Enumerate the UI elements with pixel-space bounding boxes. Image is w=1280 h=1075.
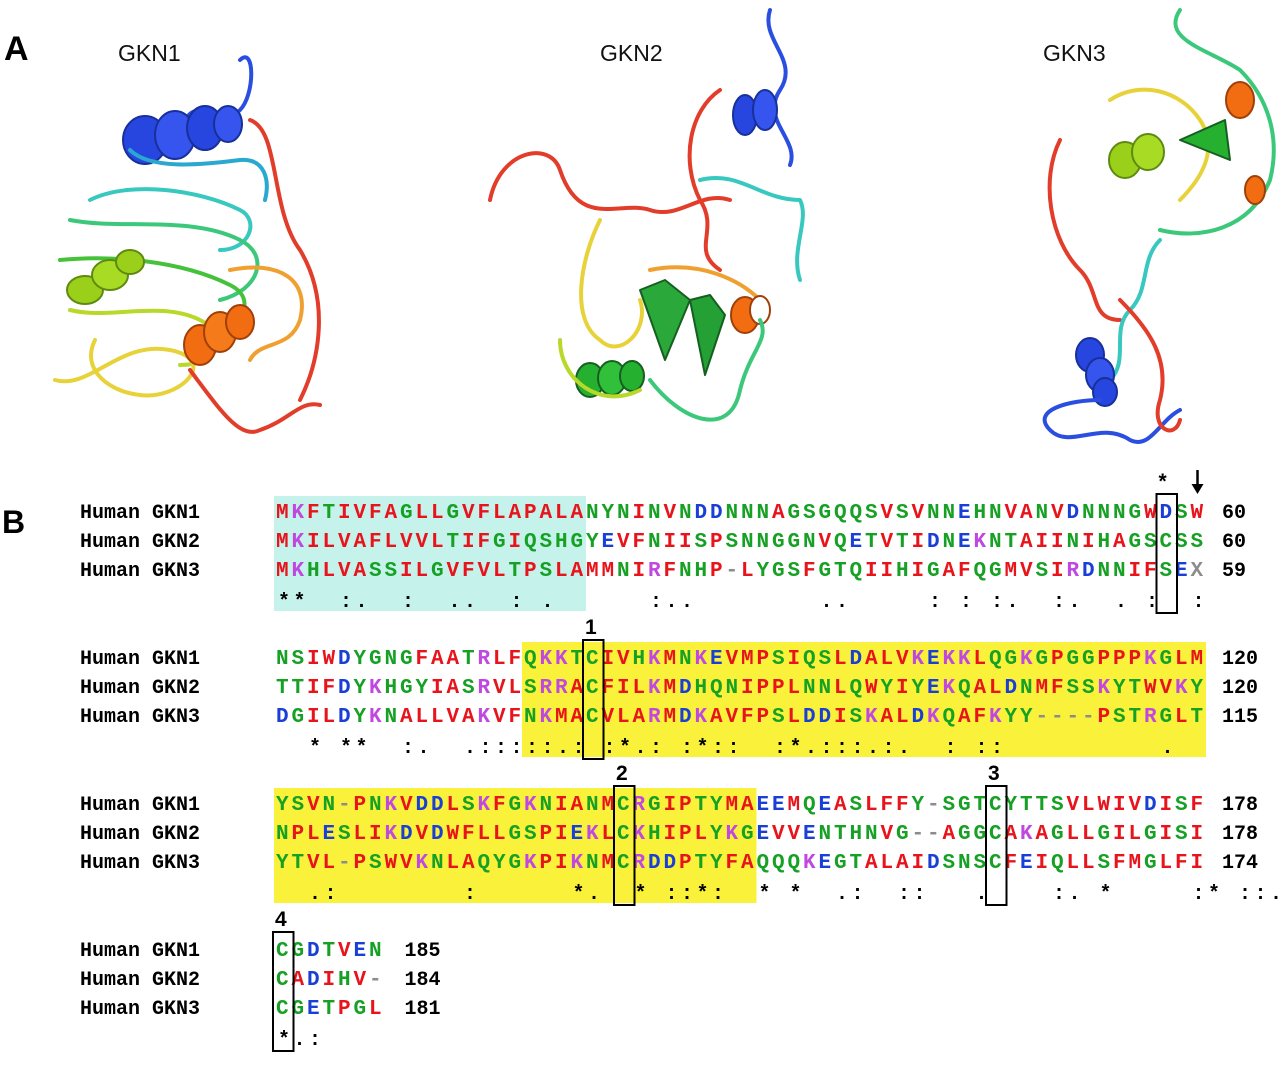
sequence-end-position: 184 [405, 969, 441, 992]
panel-b-alignment: B Human GKN1 M K F T I V F A G L L G V F L A P A L A N Y N I N V N D… [2, 470, 1280, 1052]
sequence-end-position: 115 [1222, 706, 1258, 729]
box-marker-label: * [1159, 470, 1168, 493]
conserved-cysteine-box [582, 639, 605, 760]
gkn2-ribbon-structure [488, 8, 805, 422]
sequence-end-position: 59 [1222, 560, 1246, 583]
sequence-end-position: 60 [1222, 502, 1246, 525]
sequence-name: Human GKN1 [80, 648, 200, 671]
sequence-end-position: 181 [405, 998, 441, 1021]
panel-b-label: B [2, 504, 25, 540]
sequence-name: Human GKN2 [80, 969, 200, 992]
box-marker-label: 1 [585, 616, 597, 639]
alignment-block: Human GKN1 Y S V N - P N K V D D L S K F G K N I A N M C R G I P T Y M… [80, 762, 1280, 906]
gkn2-orange-helix [730, 295, 771, 334]
sequence-end-position: 174 [1222, 852, 1258, 875]
cleavage-arrow-head-icon [1191, 484, 1204, 494]
consensus-line: .::*.*::*:**.:::.:.*:*::.:: [309, 883, 1280, 906]
sequence-end-position: 178 [1222, 794, 1258, 817]
box-marker-label: 2 [616, 762, 628, 785]
sequence-name: Human GKN1 [80, 502, 200, 525]
sequence-end-position: 120 [1222, 648, 1258, 671]
sequence-name: Human GKN2 [80, 823, 200, 846]
gkn1-orange-helix [183, 304, 255, 366]
sequence-name: Human GKN1 [80, 940, 200, 963]
alignment-block: Human GKN1 N S I W D Y G N G F A A T R L F Q K K T C I V H K M N K E V… [80, 616, 1258, 760]
alignment-blocks: Human GKN1 M K F T I V F A G L L G V F L A P A L A N Y N I N V N D D N… [80, 470, 1280, 1052]
gkn2-green-sheets [639, 279, 726, 376]
sequence-name: Human GKN3 [80, 852, 200, 875]
box-marker-label: 4 [275, 908, 287, 931]
gkn3-orange-helix [1225, 81, 1266, 205]
gkn3-ribbon-structure [1042, 8, 1276, 444]
sequence-end-position: 178 [1222, 823, 1258, 846]
panel-a-label: A [4, 30, 29, 68]
gkn2-blue-helix [732, 89, 778, 136]
protein-structures [53, 8, 1276, 444]
sequence-end-position: 185 [405, 940, 441, 963]
box-marker-label: 3 [988, 762, 1000, 785]
brichos-domain-highlight-1 [522, 642, 1206, 757]
consensus-line: *.: [278, 1029, 321, 1052]
conserved-cysteine-box [985, 785, 1008, 906]
alignment-block: Human GKN1 M K F T I V F A G L L G V F L A P A L A N Y N I N V N D D N… [80, 470, 1280, 614]
brichos-domain-highlight-2 [274, 788, 757, 903]
conserved-cysteine-box [1155, 493, 1178, 614]
consensus-line: * * *:..:::::.:: *.:: *::: *.:::.:.:::. [309, 737, 1174, 760]
sequence-end-position: 60 [1222, 531, 1246, 554]
sequence-name: Human GKN2 [80, 531, 200, 554]
gkn3-structure-title: GKN3 [1043, 40, 1106, 66]
conserved-cysteine-box [613, 785, 636, 906]
gkn1-structure-title: GKN1 [118, 40, 181, 66]
consensus-line: **:.:..:.:....:::.:..::. [278, 591, 1280, 614]
sequence-name: Human GKN2 [80, 677, 200, 700]
sequence-name: Human GKN1 [80, 794, 200, 817]
sequence-name: Human GKN3 [80, 998, 200, 1021]
gkn3-blue-helix [1075, 337, 1118, 407]
sequence-name: Human GKN3 [80, 560, 200, 583]
signal-peptide-highlight [274, 496, 586, 611]
gkn2-structure-title: GKN2 [600, 40, 663, 66]
panel-a: A GKN1 GKN2 GKN3 [0, 0, 1280, 470]
alignment-block: Human GKN1 C G D T V E N 185 Human GKN2 C A D I H V - 184… [80, 908, 441, 1052]
conserved-cysteine-box [272, 931, 295, 1052]
gkn1-ribbon-structure [53, 55, 322, 434]
sequence-end-position: 120 [1222, 677, 1258, 700]
sequence-name: Human GKN3 [80, 706, 200, 729]
gkn1-yellowgreen-helix [66, 249, 145, 305]
gkn3-yellowgreen-helix [1108, 133, 1165, 179]
